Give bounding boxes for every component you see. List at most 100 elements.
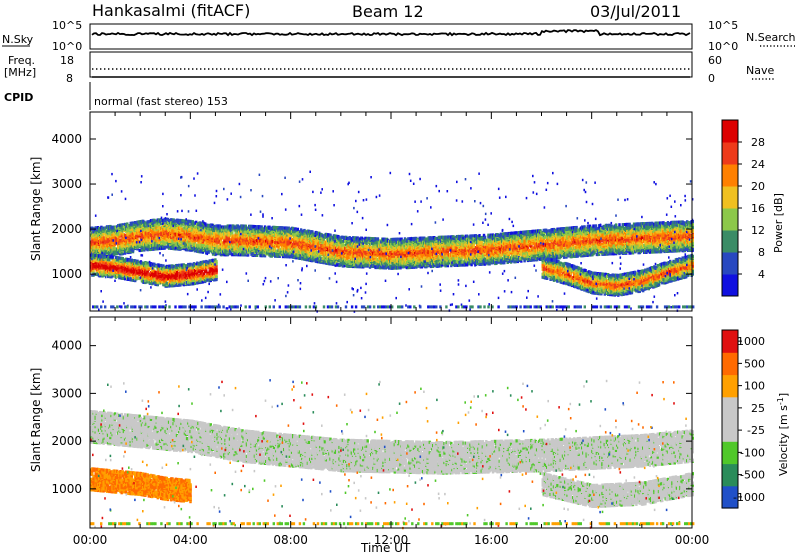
echo-cell [126, 222, 129, 226]
echo-cell [283, 233, 286, 237]
echo-cell [146, 245, 149, 249]
echo-cell [388, 262, 391, 266]
echo-cell [140, 248, 144, 252]
echo-cell [120, 232, 123, 236]
echo-cell [185, 248, 189, 252]
nave-tick-top: 60 [708, 54, 722, 67]
echo-cell [295, 233, 298, 237]
noise-left-label: N.Sky [2, 33, 34, 46]
echo-cell [239, 242, 242, 246]
echo-cell [248, 233, 251, 237]
power-echoes [90, 170, 695, 313]
echo-cell [350, 261, 354, 266]
echo-cell [94, 226, 97, 230]
echo-cell [260, 242, 263, 246]
echo-cell [122, 225, 126, 229]
echo-cell [329, 233, 332, 237]
echo-cell [336, 263, 339, 267]
echo-cell [210, 246, 214, 250]
echo-cell [260, 248, 263, 252]
echo-cell [384, 261, 387, 265]
echo-cell [334, 248, 338, 252]
echo-cell [311, 257, 314, 261]
echo-cell [383, 237, 386, 241]
echo-cell [328, 258, 331, 262]
echo-cell [290, 252, 294, 256]
echo-cell [135, 234, 138, 238]
echo-cell [122, 232, 126, 237]
echo-cell [122, 235, 126, 240]
echo-cell [199, 250, 202, 254]
echo-cell [187, 222, 190, 226]
echo-cell [153, 218, 156, 222]
echo-cell [231, 253, 234, 257]
echo-cell [213, 225, 216, 229]
echo-cell [260, 254, 263, 258]
echo-cell [362, 237, 365, 241]
echo-cell [156, 221, 159, 225]
echo-cell [299, 243, 303, 247]
echo-cell [225, 252, 228, 256]
echo-cell [181, 228, 184, 232]
echo-cell [185, 234, 189, 238]
echo-cell [295, 228, 298, 232]
echo-cell [353, 238, 356, 242]
echo-cell [267, 232, 270, 236]
echo-cell [349, 264, 352, 268]
echo-cell [227, 247, 231, 251]
echo-cell [339, 237, 342, 241]
echo-cell [218, 229, 222, 233]
echo-cell [374, 251, 377, 255]
echo-cell [299, 238, 303, 242]
echo-cell [344, 251, 347, 255]
echo-cell [146, 239, 149, 243]
echo-cell [122, 227, 126, 231]
echo-cell [330, 241, 333, 245]
echo-cell [122, 246, 126, 250]
echo-cell [305, 258, 308, 262]
echo-cell [349, 255, 352, 260]
echo-cell [295, 243, 298, 247]
echo-cell [258, 245, 261, 249]
echo-cell [347, 259, 350, 263]
echo-cell [231, 231, 234, 235]
echo-cell [356, 247, 359, 251]
echo-cell [369, 245, 373, 250]
echo-cell [96, 232, 100, 236]
echo-cell [391, 260, 394, 264]
echo-cell [242, 245, 245, 249]
echo-cell [366, 260, 369, 264]
echo-cell [185, 219, 189, 223]
echo-cell [145, 235, 148, 239]
echo-cell [364, 247, 367, 251]
echo-cell [113, 243, 117, 247]
echo-cell [181, 237, 184, 242]
echo-cell [347, 255, 350, 259]
echo-cell [188, 239, 191, 243]
echo-cell [296, 227, 299, 231]
echo-cell [181, 233, 184, 237]
echo-cell [225, 242, 228, 246]
echo-cell [376, 237, 380, 241]
echo-cell [185, 229, 189, 233]
echo-cell [369, 261, 373, 265]
echo-cell [155, 235, 158, 239]
echo-cell [176, 218, 180, 222]
echo-cell [220, 243, 224, 247]
echo-cell [141, 222, 145, 226]
echo-cell [355, 240, 358, 244]
echo-cell [334, 245, 338, 249]
echo-cell [113, 250, 117, 254]
echo-cell [183, 241, 187, 245]
echo-cell [299, 253, 303, 257]
echo-cell [369, 248, 373, 252]
echo-cell [122, 243, 126, 247]
echo-cell [215, 243, 218, 247]
echo-cell [126, 231, 129, 235]
echo-cell [342, 254, 346, 258]
echo-cell [220, 246, 224, 250]
echo-cell [276, 226, 279, 230]
echo-cell [267, 249, 270, 253]
echo-cell [330, 256, 333, 260]
